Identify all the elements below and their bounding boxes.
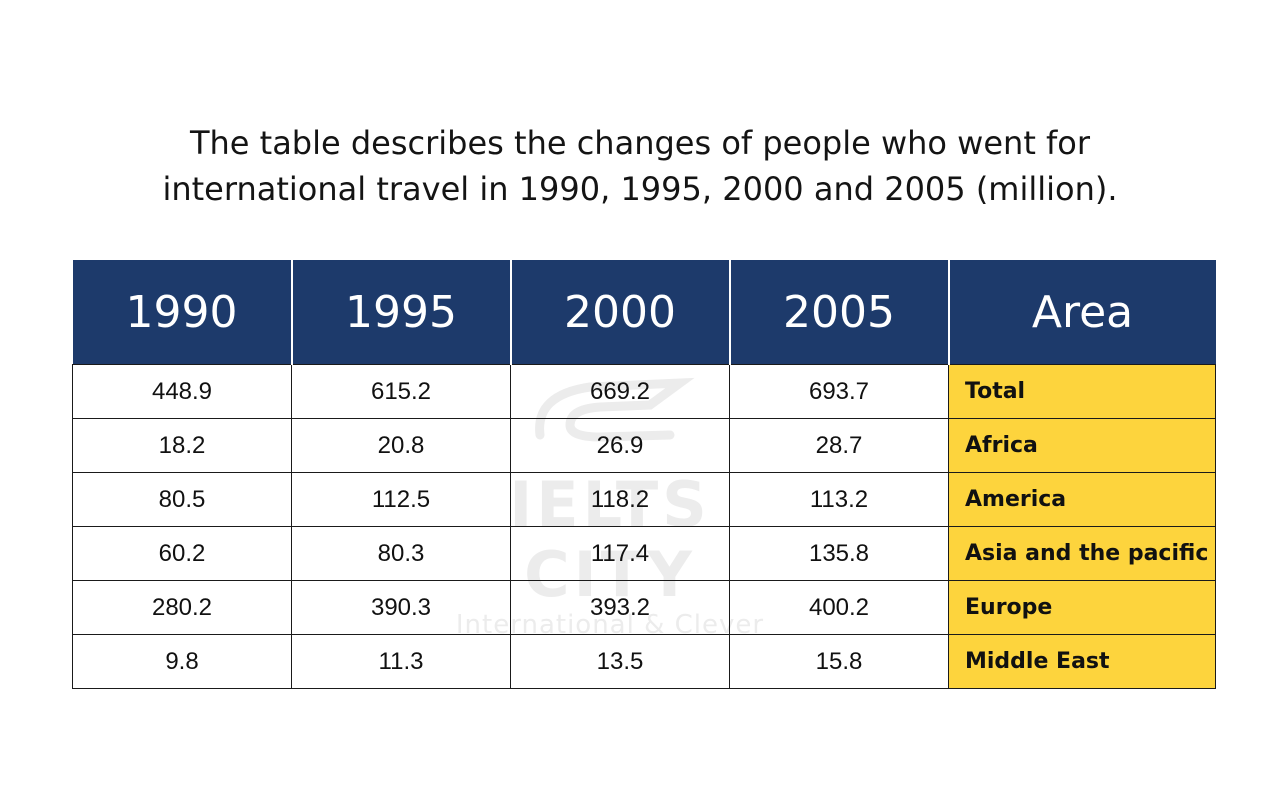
table-cell: 280.2 (72, 580, 292, 635)
table-row: 448.9 615.2 669.2 693.7 Total (72, 364, 1216, 419)
table-cell: 28.7 (729, 418, 949, 473)
table-cell: 80.3 (291, 526, 511, 581)
table-cell: 390.3 (291, 580, 511, 635)
table-header-row: 1990 1995 2000 2005 Area (72, 260, 1216, 365)
table-cell: 118.2 (510, 472, 730, 527)
table-cell: 9.8 (72, 634, 292, 689)
table-row: 280.2 390.3 393.2 400.2 Europe (72, 580, 1216, 635)
table-cell: 112.5 (291, 472, 511, 527)
table-cell: 448.9 (72, 364, 292, 419)
table-row: 80.5 112.5 118.2 113.2 America (72, 472, 1216, 527)
table-cell: 669.2 (510, 364, 730, 419)
table-cell: 26.9 (510, 418, 730, 473)
table-cell: 615.2 (291, 364, 511, 419)
column-header: Area (947, 260, 1216, 365)
table-row: 9.8 11.3 13.5 15.8 Middle East (72, 634, 1216, 689)
area-cell: America (948, 472, 1216, 527)
table-row: 18.2 20.8 26.9 28.7 Africa (72, 418, 1216, 473)
table-cell: 60.2 (72, 526, 292, 581)
table-row: 60.2 80.3 117.4 135.8 Asia and the pacif… (72, 526, 1216, 581)
table-cell: 393.2 (510, 580, 730, 635)
table-cell: 80.5 (72, 472, 292, 527)
table-cell: 13.5 (510, 634, 730, 689)
area-cell: Asia and the pacific (948, 526, 1216, 581)
table-cell: 135.8 (729, 526, 949, 581)
area-cell: Middle East (948, 634, 1216, 689)
table-cell: 15.8 (729, 634, 949, 689)
area-cell: Europe (948, 580, 1216, 635)
table-cell: 693.7 (729, 364, 949, 419)
table-cell: 18.2 (72, 418, 292, 473)
column-header: 1995 (290, 260, 512, 365)
table-cell: 20.8 (291, 418, 511, 473)
column-header: 2000 (509, 260, 731, 365)
column-header: 2005 (728, 260, 950, 365)
title-line-2: international travel in 1990, 1995, 2000… (162, 170, 1118, 208)
area-cell: Africa (948, 418, 1216, 473)
chart-title: The table describes the changes of peopl… (0, 120, 1280, 212)
travel-table: 1990 1995 2000 2005 Area 448.9 615.2 669… (72, 260, 1216, 689)
column-header: 1990 (72, 260, 293, 365)
table-cell: 117.4 (510, 526, 730, 581)
table-cell: 400.2 (729, 580, 949, 635)
title-line-1: The table describes the changes of peopl… (189, 124, 1091, 162)
table-cell: 11.3 (291, 634, 511, 689)
table-cell: 113.2 (729, 472, 949, 527)
area-cell: Total (948, 364, 1216, 419)
